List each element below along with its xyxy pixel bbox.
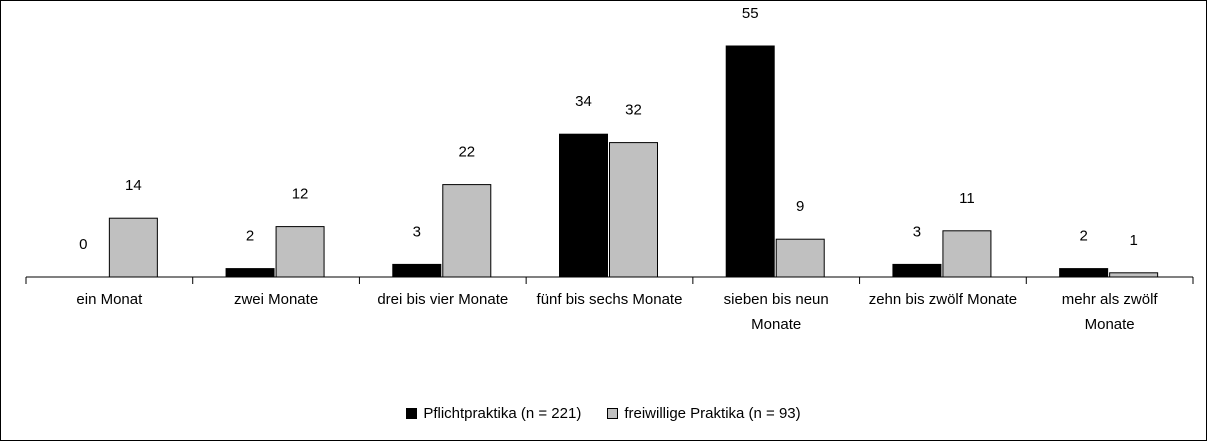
x-tick-label: drei bis vier Monate <box>377 291 509 308</box>
data-label: 14 <box>125 177 142 194</box>
data-label: 32 <box>625 102 642 119</box>
bar <box>442 184 492 278</box>
data-label: 2 <box>1079 228 1087 245</box>
bar <box>108 217 158 278</box>
bar <box>609 142 658 278</box>
legend: Pflichtpraktika (n = 221) freiwillige Pra… <box>1 405 1206 422</box>
bar <box>392 263 442 278</box>
bar <box>892 263 942 278</box>
bar <box>942 230 992 278</box>
bar <box>225 268 275 278</box>
legend-item: freiwillige Praktika (n = 93) <box>607 405 801 422</box>
data-label: 1 <box>1129 232 1137 249</box>
bar <box>559 133 608 278</box>
x-tick-label: ein Monat <box>76 291 143 308</box>
data-label: 34 <box>575 93 592 110</box>
data-label: 3 <box>413 223 421 240</box>
data-label: 11 <box>959 190 975 207</box>
data-label: 22 <box>458 144 475 161</box>
x-tick-label: zehn bis zwölf Monate <box>868 291 1018 308</box>
legend-swatch <box>406 408 418 419</box>
x-tick-label: zwei Monate <box>233 291 319 308</box>
data-label: 12 <box>292 186 309 203</box>
data-label: 2 <box>246 228 254 245</box>
bar <box>1109 272 1159 278</box>
bar <box>725 45 775 278</box>
legend-label: freiwillige Praktika (n = 93) <box>624 405 801 422</box>
data-label: 3 <box>913 223 921 240</box>
legend-swatch <box>607 408 619 419</box>
data-label: 0 <box>79 236 87 253</box>
legend-item: Pflichtpraktika (n = 221) <box>406 405 581 422</box>
x-tick-label: mehr als zwölf Monate <box>1061 291 1158 333</box>
data-label: 9 <box>796 198 804 215</box>
bar <box>275 226 325 278</box>
data-label: 55 <box>742 5 759 22</box>
bar <box>775 238 825 278</box>
x-tick-label: fünf bis sechs Monate <box>536 291 683 308</box>
x-tick-label: sieben bis neun Monate <box>723 291 829 333</box>
bar <box>1059 268 1109 278</box>
legend-label: Pflichtpraktika (n = 221) <box>423 405 582 422</box>
